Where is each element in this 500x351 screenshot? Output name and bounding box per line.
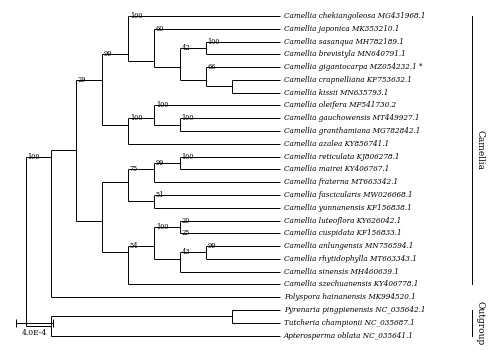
Text: Tutcheria championii NC_035687.1: Tutcheria championii NC_035687.1 (284, 319, 414, 327)
Text: 51: 51 (156, 191, 164, 199)
Text: 60: 60 (156, 25, 164, 33)
Text: 54: 54 (130, 242, 138, 250)
Text: Pyrenaria pingpienensis NC_035642.1: Pyrenaria pingpienensis NC_035642.1 (284, 306, 426, 314)
Text: 43: 43 (182, 249, 190, 257)
Text: Camellia azalea KY856741.1: Camellia azalea KY856741.1 (284, 140, 389, 148)
Text: Camellia granthamiana MG782842.1: Camellia granthamiana MG782842.1 (284, 127, 420, 135)
Text: Camellia yunnanensis KF156838.1: Camellia yunnanensis KF156838.1 (284, 204, 412, 212)
Text: Camellia fraterna MT663342.1: Camellia fraterna MT663342.1 (284, 178, 398, 186)
Text: Camellia anlungensis MN756594.1: Camellia anlungensis MN756594.1 (284, 242, 414, 250)
Text: 99: 99 (208, 242, 216, 250)
Text: Camellia chekiangoleosa MG431968.1: Camellia chekiangoleosa MG431968.1 (284, 12, 426, 20)
Text: Camellia japonica MK353210.1: Camellia japonica MK353210.1 (284, 25, 400, 33)
Text: 25: 25 (182, 229, 190, 237)
Text: Camellia gauchowensis MT449927.1: Camellia gauchowensis MT449927.1 (284, 114, 420, 122)
Text: Camellia luteoflora KY626042.1: Camellia luteoflora KY626042.1 (284, 217, 401, 225)
Text: 99: 99 (104, 51, 112, 58)
Text: Apterosperma oblata NC_035641.1: Apterosperma oblata NC_035641.1 (284, 332, 414, 339)
Text: Outgroup: Outgroup (476, 301, 485, 345)
Text: Camellia gigantocarpa MZ054232.1 *: Camellia gigantocarpa MZ054232.1 * (284, 63, 422, 71)
Text: Camellia sasanqua MH782189.1: Camellia sasanqua MH782189.1 (284, 38, 404, 46)
Text: 29: 29 (78, 76, 86, 84)
Text: 66: 66 (208, 63, 216, 71)
Text: 99: 99 (156, 159, 164, 167)
Text: Camellia fascicularis MW026668.1: Camellia fascicularis MW026668.1 (284, 191, 412, 199)
Text: 100: 100 (156, 223, 168, 231)
Text: 100: 100 (208, 38, 220, 46)
Text: 100: 100 (182, 153, 194, 161)
Text: Camellia rhytidophylla MT663343.1: Camellia rhytidophylla MT663343.1 (284, 255, 417, 263)
Text: 100: 100 (130, 114, 142, 122)
Text: Camellia mairei KY406767.1: Camellia mairei KY406767.1 (284, 165, 389, 173)
Text: Camellia: Camellia (476, 130, 485, 170)
Text: 100: 100 (156, 101, 168, 110)
Text: 4.0E-4: 4.0E-4 (22, 329, 47, 337)
Text: Camellia szechuanensis KY406778.1: Camellia szechuanensis KY406778.1 (284, 280, 418, 289)
Text: 100: 100 (130, 12, 142, 20)
Text: Camellia cuspidata KF156833.1: Camellia cuspidata KF156833.1 (284, 229, 402, 237)
Text: 100: 100 (182, 114, 194, 122)
Text: Camellia crapnelliana KF753632.1: Camellia crapnelliana KF753632.1 (284, 76, 412, 84)
Text: Polyspora hainanensis MK994520.1: Polyspora hainanensis MK994520.1 (284, 293, 416, 301)
Text: 75: 75 (130, 165, 138, 173)
Text: 20: 20 (182, 217, 190, 225)
Text: Camellia kissii MN635793.1: Camellia kissii MN635793.1 (284, 89, 389, 97)
Text: 42: 42 (182, 44, 190, 52)
Text: 100: 100 (27, 153, 40, 161)
Text: Camellia sinensis MH460639.1: Camellia sinensis MH460639.1 (284, 268, 399, 276)
Text: Camellia oleifera MF541730.2: Camellia oleifera MF541730.2 (284, 101, 396, 110)
Text: Camellia brevistyla MN640791.1: Camellia brevistyla MN640791.1 (284, 51, 406, 58)
Text: Camellia reticulata KJ806278.1: Camellia reticulata KJ806278.1 (284, 153, 400, 161)
